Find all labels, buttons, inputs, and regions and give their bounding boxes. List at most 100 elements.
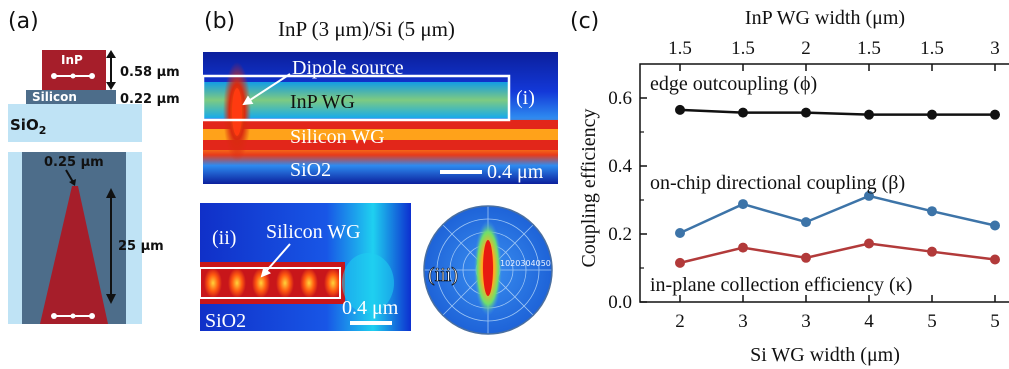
series-line-2 xyxy=(679,242,996,265)
top-x-tick-label: 3 xyxy=(990,38,1000,59)
series-line-1 xyxy=(679,194,996,235)
mode-spot xyxy=(204,268,222,298)
subpanel-i-label: (i) xyxy=(516,87,535,109)
tip-pointer xyxy=(65,169,74,183)
panel-c-label: (c) xyxy=(570,9,599,34)
data-point xyxy=(801,252,811,263)
mode-spot xyxy=(228,268,246,298)
series-label: on-chip directional coupling (β) xyxy=(650,172,905,194)
silicon-layer xyxy=(26,90,116,104)
data-point xyxy=(990,109,1000,120)
inp-layer xyxy=(42,50,106,90)
panel-b: (b) InP (3 μm)/Si (5 μm) Dipole source I… xyxy=(199,9,558,335)
y-tick-label: 0.2 xyxy=(608,224,632,245)
data-point xyxy=(738,199,748,210)
mode-spot xyxy=(324,268,342,298)
tip-width-label: 0.25 μm xyxy=(44,155,104,170)
scale-bar-ii xyxy=(350,321,392,325)
top-x-tick-label: 1.5 xyxy=(920,38,944,59)
top-x-tick-label: 1.5 xyxy=(668,38,692,59)
scale-bar-ii-label: 0.4 μm xyxy=(342,297,399,319)
x-tick-label: 2 xyxy=(675,311,685,332)
top-x-tick-label: 1.5 xyxy=(857,38,881,59)
data-point xyxy=(675,227,685,238)
exit-radiation xyxy=(342,253,394,313)
si-thickness-label: 0.22 μm xyxy=(120,92,180,107)
series-line-0 xyxy=(679,108,995,116)
taper-dipole-right xyxy=(89,313,95,319)
polar-ring-labels: 1020304050 xyxy=(500,259,551,268)
silicon-wg-arrow-ii xyxy=(260,243,291,278)
inp-field-band xyxy=(203,82,509,118)
inp-wg-label: InP WG xyxy=(290,91,355,113)
data-point xyxy=(990,220,1000,231)
silicon-label: Silicon xyxy=(32,90,77,104)
series-label: edge outcoupling (ϕ) xyxy=(650,73,817,95)
y-tick-label: 0.0 xyxy=(608,292,632,313)
data-point xyxy=(675,257,685,268)
top-x-tick-label: 1.5 xyxy=(731,38,755,59)
data-point xyxy=(864,238,874,249)
dipole-center xyxy=(70,73,76,79)
far-field-polar: 1020304050 (iii) xyxy=(423,205,553,335)
taper-dipole-left xyxy=(51,313,57,319)
data-point xyxy=(801,107,811,118)
mode-spot xyxy=(252,268,270,298)
field-map-i: Dipole source InP WG Silicon WG SiO2 (i)… xyxy=(201,52,558,184)
subpanel-iii-label: (iii) xyxy=(428,264,458,286)
panel-b-label: (b) xyxy=(204,9,235,34)
polar-frame xyxy=(423,205,553,335)
silicon-wg-label-i: Silicon WG xyxy=(290,126,385,148)
inp-taper xyxy=(40,186,108,324)
emission-lobe-core xyxy=(483,240,493,296)
scale-bar-i xyxy=(440,170,482,174)
data-point xyxy=(990,254,1000,265)
dipole-core xyxy=(232,88,242,136)
dipole-end-right xyxy=(89,73,95,79)
subpanel-ii-label: (ii) xyxy=(212,227,236,249)
data-point xyxy=(864,109,874,120)
panel-c: (c) InP WG width (μm) Si WG width (μm) C… xyxy=(570,7,1009,366)
mode-spot xyxy=(300,268,318,298)
dipole-source-label: Dipole source xyxy=(292,57,404,79)
tip-pointer-head xyxy=(69,179,76,186)
sio2-label-i: SiO2 xyxy=(290,159,331,181)
top-axis-title: InP WG width (μm) xyxy=(745,7,905,29)
x-tick-label: 3 xyxy=(801,311,811,332)
x-tick-label: 3 xyxy=(738,311,748,332)
inp-thickness-label: 0.58 μm xyxy=(120,65,180,80)
dipole-source-arrow xyxy=(242,73,291,106)
inp-wg-outline xyxy=(201,74,511,122)
panel-b-title: InP (3 μm)/Si (5 μm) xyxy=(278,17,455,41)
data-point xyxy=(927,109,937,120)
taper-length-label: 25 μm xyxy=(118,239,164,254)
sio2-layer xyxy=(8,104,142,142)
data-point xyxy=(864,190,874,201)
dipole-end-left xyxy=(51,73,57,79)
data-point xyxy=(675,104,685,115)
top-x-tick-label: 2 xyxy=(801,38,811,59)
sio2-label: SiO2 xyxy=(10,116,46,137)
inp-thickness-arrowheads xyxy=(106,50,116,90)
x-tick-label: 4 xyxy=(864,311,874,332)
y-tick-label: 0.4 xyxy=(608,156,632,177)
field-map-ii: (ii) Silicon WG SiO2 0.4 μm xyxy=(199,203,411,332)
data-point xyxy=(927,206,937,217)
panel-a: (a) InP Silicon SiO2 0.58 μm 0.22 μm 0.2… xyxy=(8,9,180,324)
data-point xyxy=(801,217,811,228)
taper-dipole-center xyxy=(70,313,76,319)
x-tick-label: 5 xyxy=(927,311,937,332)
inp-label: InP xyxy=(61,53,83,67)
data-point xyxy=(738,107,748,118)
silicon-field-core xyxy=(203,129,558,140)
silicon-wg-label-ii: Silicon WG xyxy=(266,221,361,243)
y-axis-title: Coupling efficiency xyxy=(578,108,600,267)
sio2-label-ii: SiO2 xyxy=(205,310,246,332)
series-label: in-plane collection efficiency (κ) xyxy=(650,274,912,296)
chart-layer: 0.0 0.2 0.4 0.6 2 1.5 3 1.5 3 2 4 1.5 5 1.5 5 3 edge out… xyxy=(608,38,1000,332)
data-point xyxy=(738,242,748,253)
bottom-axis-title: Si WG width (μm) xyxy=(750,344,900,366)
y-tick-label: 0.6 xyxy=(608,88,632,109)
mode-spot xyxy=(276,268,294,298)
